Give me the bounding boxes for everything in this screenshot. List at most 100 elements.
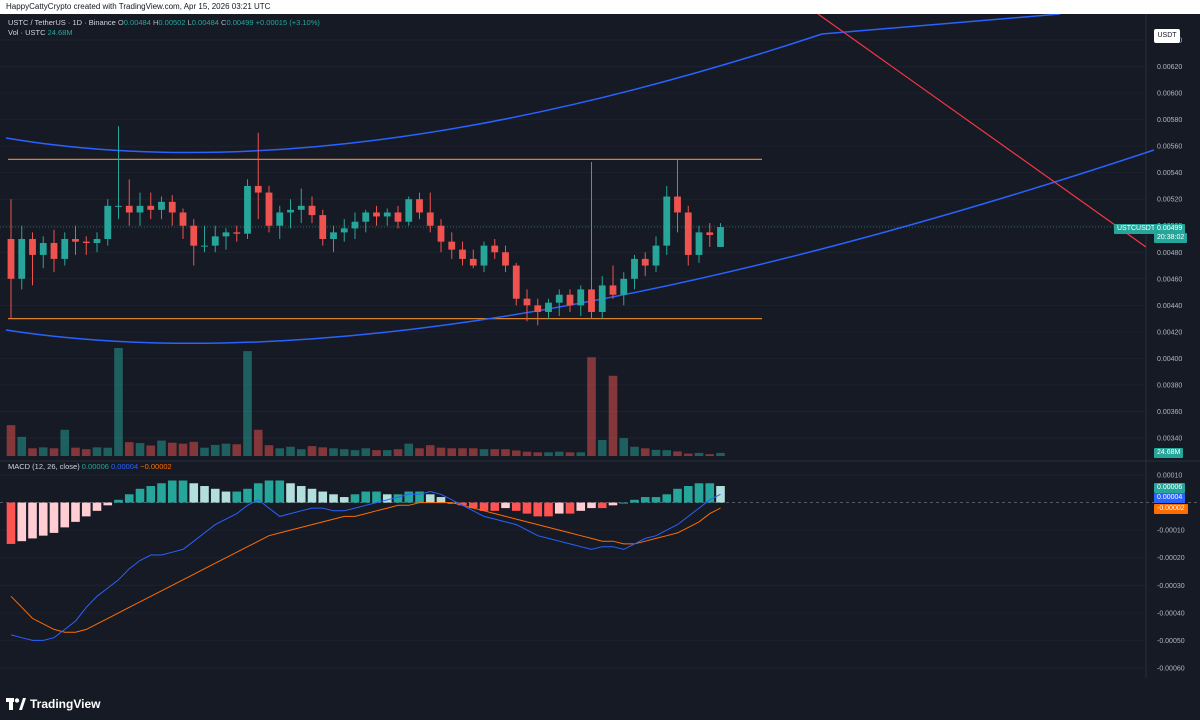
volume-tag: 24.68M [1154,448,1184,458]
volume-bar [425,445,435,456]
candle-body [362,212,370,222]
candle-body [7,239,15,279]
candle-body [104,205,112,239]
volume-bar [705,454,715,456]
candle-body [674,196,681,213]
candle-body [491,245,499,253]
countdown-tag: 20:38:02 [1154,233,1188,243]
volume-bar [576,452,586,456]
macd-histogram-bar [243,488,252,503]
candle-body [18,239,26,279]
currency-button[interactable]: USDT [1154,29,1180,43]
chart-area[interactable]: 0.006400.006200.006000.005800.005600.005… [0,13,1200,688]
volume-bar [307,446,317,456]
volume-bar [243,351,252,456]
macd-histogram-bar [49,502,59,533]
candle-body [437,225,445,242]
volume-bar [28,448,37,456]
symbol-tag: USTCUSDT [1114,224,1159,234]
last-price-tag: 0.00499 [1154,224,1186,234]
candle-body [29,239,36,255]
price-tick-label: 0.00520 [1157,197,1182,204]
volume-bar [189,441,199,456]
macd-histogram-bar [554,502,564,514]
macd-histogram-bar [673,488,682,503]
volume-bar [554,451,564,456]
macd-histogram-bar [253,483,263,503]
macd-histogram-bar [307,488,317,503]
macd-histogram-bar [468,502,478,509]
volume-bar [114,348,123,456]
macd-histogram-bar [522,502,532,514]
macd-histogram-bar [157,483,166,503]
price-tick-label: 0.00440 [1157,303,1182,310]
macd-histogram-bar [135,488,145,503]
macd-histogram-bar [576,502,586,511]
macd-histogram-bar [587,502,596,509]
candle-body [190,225,198,246]
volume-legend: Vol · USTC 24.68M [8,28,73,37]
volume-bar [501,449,510,456]
volume-bar [619,438,629,456]
volume-bar [361,448,371,456]
lower-trend-curve [5,149,1155,345]
volume-bar [210,444,220,456]
price-tick-label: 0.00360 [1157,409,1182,416]
candle-body [222,232,230,237]
macd-histogram-bar [232,491,242,503]
macd-histogram-bar [167,480,177,503]
candle-body [555,294,563,303]
macd-histogram-bar [683,486,693,503]
volume-bar [673,451,682,456]
candle-body [706,232,714,236]
volume-bar [92,447,102,456]
tradingview-logo[interactable]: TradingView [6,697,100,711]
candle-body [641,258,649,266]
volume-bar [404,443,414,456]
candle-body [211,236,219,246]
candle-body [233,232,241,234]
price-tick-label: 0.00540 [1157,170,1182,177]
volume-bar [221,443,231,456]
macd-histogram-bar [490,502,500,511]
candle-body [523,298,531,306]
candle-body [244,185,251,234]
macd-histogram-bar [640,497,650,503]
volume-bar [103,447,113,456]
macd-histogram-bar [60,502,70,528]
macd-histogram-bar [608,502,618,506]
volume-bar [350,450,360,456]
symbol-name: USTC / TetherUS · 1D · Binance [8,18,116,27]
candle-body [663,196,671,246]
macd-tick-label: -0.00060 [1157,666,1185,673]
macd-histogram-bar [361,491,371,503]
macd-histogram-bar [372,491,381,503]
candle-body [480,245,488,266]
volume-bar [533,452,543,456]
macd-tick-label: -0.00050 [1157,638,1185,645]
volume-bar [71,447,80,456]
volume-bar [662,450,672,456]
candle-body [459,249,466,259]
price-tick-label: 0.00580 [1157,117,1182,124]
candle-body [394,212,402,222]
volume-bar [296,449,306,456]
volume-bar [565,452,575,456]
candle-body [717,227,724,247]
candle-body [308,205,316,216]
volume-value: 24.68M [47,28,73,37]
low-value: 0.00484 [191,18,219,27]
macd-histogram-bar [178,480,188,503]
volume-bar [81,449,91,456]
volume-bar [630,446,639,456]
macd-histogram-bar [651,497,661,503]
candle-body [502,252,509,266]
chart-svg[interactable]: 0.006400.006200.006000.005800.005600.005… [0,13,1200,688]
volume-bar [253,429,263,456]
macd-histogram-bar [264,480,274,503]
macd-histogram-bar [103,502,113,506]
candle-body [631,258,638,279]
macd-histogram-bar [415,491,424,503]
macd-histogram-bar [479,502,489,511]
header-bar: HappyCattyCrypto created with TradingVie… [0,0,1200,14]
